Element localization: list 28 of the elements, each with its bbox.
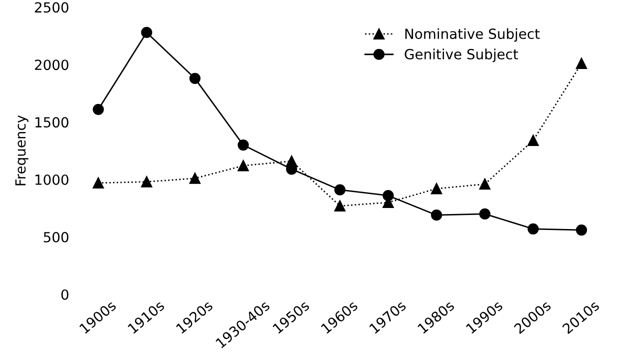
y-axis-title: Frequency — [15, 115, 28, 186]
point — [528, 223, 539, 234]
point — [528, 134, 539, 146]
y-tick-label: 1500 — [35, 117, 68, 128]
legend-label: Genitive Subject — [404, 48, 518, 62]
y-tick-label: 1000 — [35, 174, 68, 185]
point — [334, 200, 346, 212]
point — [382, 190, 394, 202]
point — [141, 176, 152, 188]
point — [479, 208, 490, 220]
point — [430, 183, 442, 194]
point — [238, 160, 249, 172]
point — [334, 184, 346, 196]
legend-label: Nominative Subject — [405, 28, 540, 42]
point — [576, 58, 588, 70]
point — [238, 139, 249, 151]
y-tick-label: 2000 — [34, 60, 68, 70]
point — [189, 72, 201, 84]
point — [430, 210, 442, 221]
point — [92, 177, 104, 188]
y-tick-label: 2500 — [34, 2, 68, 13]
point — [576, 224, 588, 236]
point — [92, 104, 104, 115]
point — [141, 26, 152, 38]
y-tick-label: 500 — [44, 232, 68, 242]
y-tick-label: 0 — [61, 289, 68, 300]
point — [189, 172, 201, 184]
point — [479, 178, 490, 190]
